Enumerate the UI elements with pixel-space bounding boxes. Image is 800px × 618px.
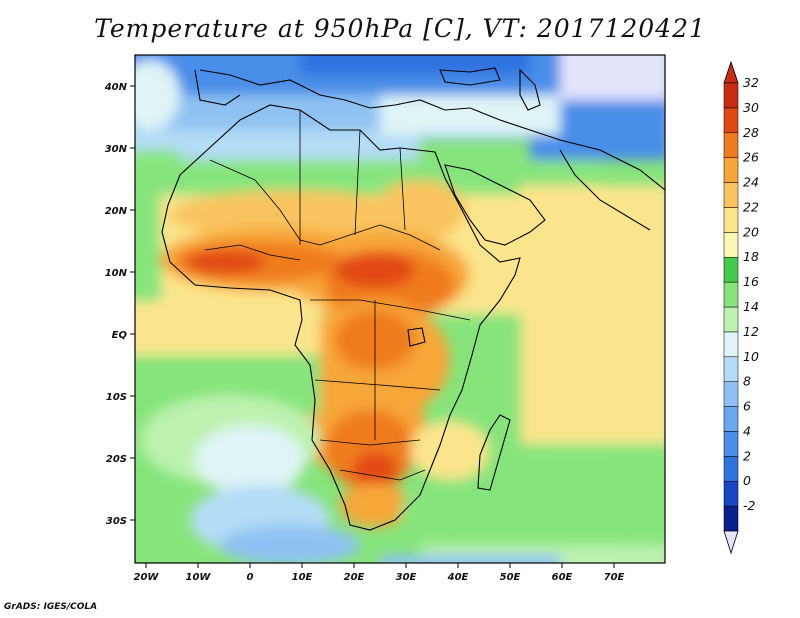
colorbar-label: 8 bbox=[743, 374, 751, 389]
coastlines bbox=[161, 67, 665, 531]
colorbar-over-arrow bbox=[723, 60, 739, 84]
colorbar-label: 0 bbox=[743, 473, 751, 488]
lon-tick-labels: 20W 10W 0 10E 20E 30E 40E 50E 60E 70E bbox=[134, 572, 625, 583]
lat-tick-label: 10N bbox=[105, 268, 128, 279]
colorbar-segment bbox=[723, 306, 739, 333]
colorbar-segment bbox=[723, 281, 739, 308]
colorbar-segment bbox=[723, 157, 739, 183]
country-borders bbox=[204, 110, 471, 481]
colorbar-segment bbox=[723, 356, 739, 382]
colorbar-segment bbox=[723, 456, 739, 482]
lon-tick-label: 50E bbox=[500, 572, 521, 583]
lat-tick-label: 40N bbox=[104, 82, 128, 93]
colorbar-segment bbox=[723, 256, 739, 283]
colorbar-label: 4 bbox=[743, 423, 751, 438]
colorbar-segment bbox=[723, 232, 739, 258]
footer-credit: GrADS: IGES/COLA bbox=[4, 602, 98, 612]
colorbar-label: 20 bbox=[743, 224, 759, 239]
lat-tick-label: 30S bbox=[106, 516, 127, 527]
colorbar-segment bbox=[723, 331, 739, 358]
colorbar-label: 6 bbox=[743, 399, 751, 414]
lat-tick-labels: 40N 30N 20N 10N EQ 10S 20S 30S bbox=[104, 82, 128, 527]
colorbar-segment bbox=[723, 182, 739, 208]
lon-tick-label: 40E bbox=[447, 572, 469, 583]
colorbar-label: 2 bbox=[743, 448, 751, 463]
colorbar-segment bbox=[723, 132, 739, 158]
colorbar-label: 22 bbox=[743, 199, 759, 214]
colorbar-segment bbox=[723, 431, 739, 457]
colorbar-segment bbox=[723, 82, 739, 109]
colorbar-label: -2 bbox=[743, 498, 756, 513]
colorbar-segment bbox=[723, 107, 739, 134]
colorbar-label: 18 bbox=[743, 249, 759, 264]
lat-tick-label: 10S bbox=[106, 392, 127, 403]
chart-title: Temperature at 950hPa [C], VT: 201712042… bbox=[94, 14, 706, 43]
colorbar-segment bbox=[723, 505, 739, 532]
lat-tick-label: 20N bbox=[105, 206, 128, 217]
colorbar-label: 26 bbox=[743, 150, 759, 165]
map-frame bbox=[134, 54, 666, 564]
colorbar-label: 28 bbox=[743, 125, 759, 140]
lon-tick-label: 30E bbox=[396, 572, 417, 583]
lat-tick-label: 30N bbox=[105, 144, 128, 155]
colorbar-segment bbox=[723, 381, 739, 407]
colorbar-under-arrow bbox=[723, 530, 739, 555]
lon-tick-label: 70E bbox=[604, 572, 625, 583]
colorbar-label: 32 bbox=[743, 75, 759, 90]
colorbar-label: 10 bbox=[743, 349, 759, 364]
colorbar-segment bbox=[723, 207, 739, 233]
lat-tick-label: 20S bbox=[106, 454, 127, 465]
colorbar-segment bbox=[723, 406, 739, 432]
lon-tick-label: 20E bbox=[344, 572, 365, 583]
lon-tick-label: 20W bbox=[134, 572, 160, 583]
colorbar-label: 16 bbox=[743, 274, 759, 289]
lat-tick-label: EQ bbox=[112, 330, 128, 341]
lon-tick-label: 60E bbox=[552, 572, 573, 583]
colorbar-segment bbox=[723, 480, 739, 507]
colorbar-label: 14 bbox=[743, 299, 759, 314]
temperature-field bbox=[135, 55, 665, 563]
lon-tick-label: 10W bbox=[186, 572, 212, 583]
colorbar-label: 12 bbox=[743, 324, 759, 339]
axis-ticks bbox=[130, 85, 615, 568]
colorbar-label: 30 bbox=[743, 100, 759, 115]
colorbar-segments bbox=[723, 82, 739, 532]
lon-tick-label: 10E bbox=[292, 572, 313, 583]
colorbar-label: 24 bbox=[743, 175, 759, 190]
lon-tick-label: 0 bbox=[247, 572, 254, 583]
